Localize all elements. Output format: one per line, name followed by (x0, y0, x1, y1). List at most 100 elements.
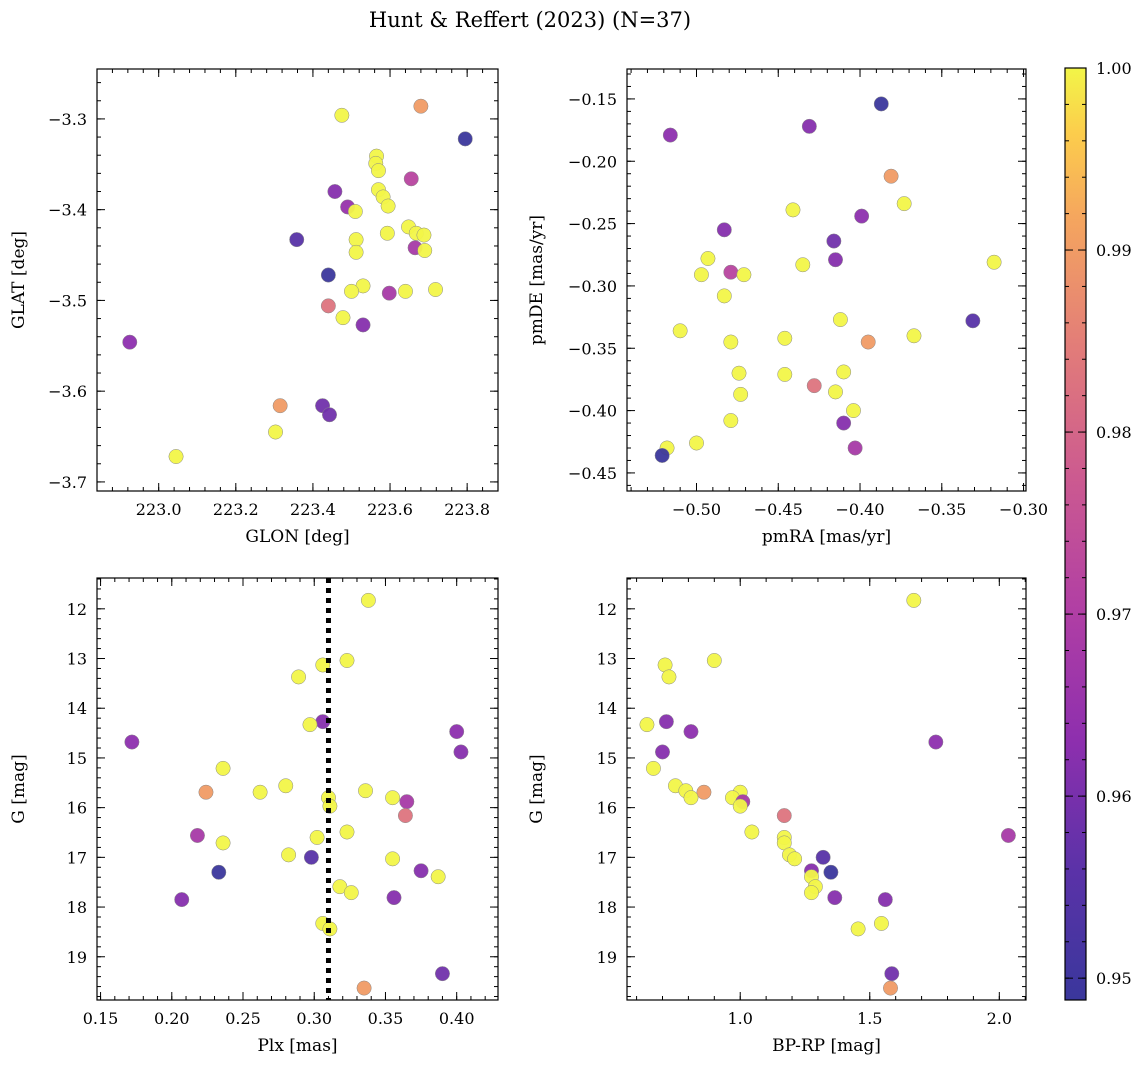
scatter-point (827, 890, 843, 906)
scatter-point (716, 222, 732, 238)
plx-g-panel: 0.15 0.20 0.25 0.30 0.35 0.40 12 13 14 15 16 17 18 19… (9, 577, 499, 1056)
x-tick-label: 0.30 (296, 1009, 332, 1028)
scatter-points (124, 592, 469, 996)
scatter-point (965, 313, 981, 329)
y-tick-label: 16 (67, 799, 87, 818)
scatter-point (413, 98, 429, 114)
scatter-point (860, 334, 876, 350)
scatter-point (836, 364, 852, 380)
y-tick-label: 18 (67, 898, 87, 917)
x-tick-label: −0.35 (917, 500, 966, 519)
colorbar-tick-label: 1.00 (1096, 59, 1132, 78)
y-tick-label: −0.15 (568, 90, 617, 109)
scatter-point (847, 440, 863, 456)
scatter-point (327, 184, 343, 199)
scatter-points (122, 98, 473, 464)
scatter-point (379, 225, 395, 241)
scatter-point (380, 198, 396, 214)
colorbar-tick-label: 0.95 (1096, 969, 1132, 988)
scatter-point (806, 378, 822, 394)
glon-glat-panel: 223.0 223.2 223.4 223.6 223.8 −3.7 −3.6 −3.5 −3.… (9, 68, 499, 547)
scatter-point (385, 851, 401, 867)
scatter-point (281, 847, 297, 863)
scatter-point (672, 323, 688, 339)
scatter-point (322, 407, 337, 423)
colorbar-tick-label: 0.98 (1096, 423, 1132, 442)
scatter-point (986, 254, 1002, 270)
y-tick-label: 13 (67, 650, 87, 669)
plot-frame (96, 577, 499, 1001)
scatter-point (385, 790, 401, 806)
scatter-point (883, 980, 898, 996)
scatter-point (776, 808, 792, 824)
y-tick-label: 15 (67, 749, 87, 768)
scatter-point (343, 885, 359, 901)
x-tick-label: 2.0 (987, 1009, 1012, 1028)
scatter-point (850, 921, 866, 937)
y-tick-label: −3.3 (48, 110, 87, 129)
y-tick-label: −0.30 (568, 277, 617, 296)
x-tick-label: 0.35 (368, 1009, 404, 1028)
scatter-point (302, 717, 318, 733)
scatter-points (654, 96, 1002, 463)
scatter-point (397, 808, 413, 824)
scatter-point (334, 107, 350, 123)
scatter-point (828, 252, 843, 268)
scatter-point (355, 317, 371, 333)
x-tick-label: 223.2 (213, 500, 259, 519)
y-tick-label: 13 (597, 650, 617, 669)
plot-frame (626, 577, 1027, 1001)
x-tick-label: −0.30 (999, 500, 1048, 519)
plot-frame (96, 68, 499, 492)
x-tick-label: 0.20 (154, 1009, 190, 1028)
scatter-point (854, 208, 870, 224)
scatter-point (658, 714, 674, 730)
y-tick-label: 14 (597, 699, 617, 718)
scatter-point (272, 398, 288, 414)
scatter-point (356, 980, 372, 996)
scatter-point (303, 849, 319, 865)
scatter-point (732, 798, 748, 814)
scatter-point (689, 435, 704, 451)
scatter-point (381, 285, 397, 301)
y-tick-label: −3.4 (48, 201, 87, 220)
scatter-point (347, 204, 363, 219)
y-tick-label: 15 (597, 749, 617, 768)
scatter-point (215, 835, 231, 851)
scatter-point (289, 232, 305, 248)
scatter-point (906, 592, 922, 608)
y-tick-label: −0.35 (568, 339, 617, 358)
scatter-point (417, 243, 433, 258)
scatter-point (815, 849, 831, 865)
scatter-point (716, 288, 732, 304)
scatter-point (873, 916, 889, 931)
scatter-point (1000, 828, 1016, 843)
scatter-point (696, 784, 712, 800)
scatter-point (309, 830, 325, 845)
scatter-point (122, 334, 138, 350)
y-tick-label: 19 (67, 948, 87, 967)
bprp-g-panel: 1.0 1.5 2.0 12 13 14 15 16 17 18 19 BP-RP [mag] G [m… (527, 577, 1027, 1056)
scatter-point (700, 251, 716, 266)
pmra-pmde-panel: −0.50 −0.45 −0.40 −0.35 −0.30 −0.45 −0.40 −0.35… (527, 68, 1048, 547)
scatter-point (736, 267, 752, 283)
y-axis-label: pmDE [mas/yr] (527, 215, 547, 345)
scatter-point (189, 828, 205, 843)
x-axis-label: BP-RP [mag] (772, 1036, 881, 1056)
y-tick-label: 17 (597, 848, 617, 867)
scatter-point (928, 734, 944, 750)
scatter-point (358, 783, 373, 799)
scatter-point (836, 415, 852, 431)
scatter-point (453, 744, 469, 760)
scatter-point (906, 328, 922, 344)
x-tick-label: 0.15 (83, 1009, 119, 1028)
y-tick-label: −3.5 (48, 291, 87, 310)
x-tick-label: 0.25 (225, 1009, 261, 1028)
y-axis-label: G [mag] (9, 754, 29, 823)
y-tick-label: −0.45 (568, 464, 617, 483)
figure-title: Hunt & Reffert (2023) (N=37) (369, 8, 691, 32)
y-tick-label: 18 (597, 898, 617, 917)
scatter-point (731, 365, 747, 381)
scatter-point (877, 892, 893, 908)
scatter-point (320, 298, 336, 314)
